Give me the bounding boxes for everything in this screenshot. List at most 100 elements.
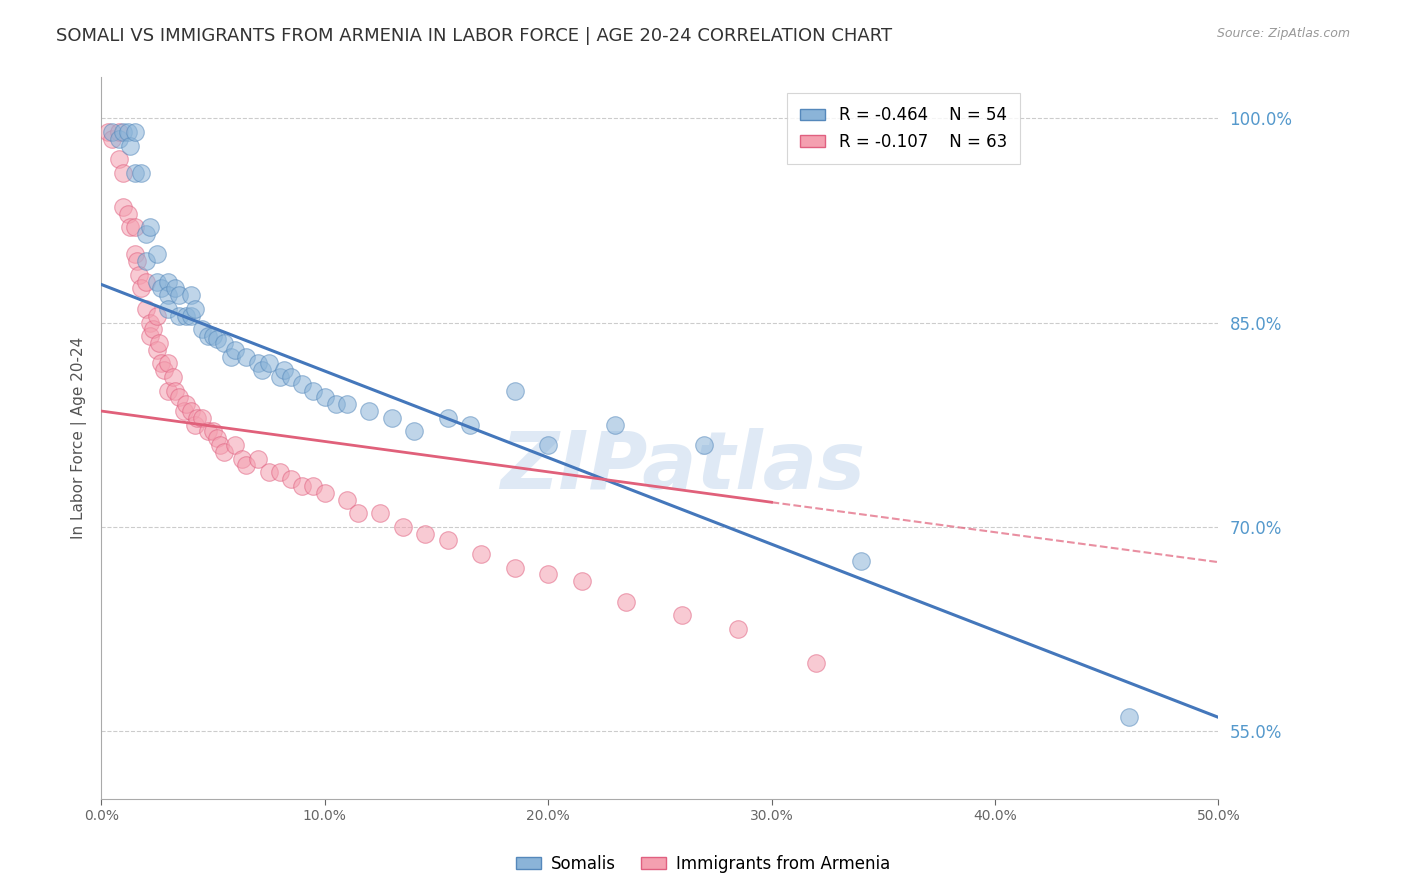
Point	[219, 350, 242, 364]
Point	[413, 526, 436, 541]
Point	[148, 335, 170, 350]
Point	[503, 384, 526, 398]
Point	[208, 438, 231, 452]
Point	[150, 281, 173, 295]
Point	[146, 343, 169, 357]
Point	[108, 132, 131, 146]
Point	[135, 301, 157, 316]
Point	[112, 125, 135, 139]
Point	[146, 309, 169, 323]
Point	[108, 152, 131, 166]
Point	[135, 275, 157, 289]
Point	[849, 554, 872, 568]
Point	[180, 309, 202, 323]
Point	[157, 275, 180, 289]
Point	[246, 451, 269, 466]
Point	[125, 254, 148, 268]
Point	[671, 608, 693, 623]
Text: ZIPatlas: ZIPatlas	[499, 428, 865, 506]
Point	[146, 275, 169, 289]
Point	[280, 370, 302, 384]
Point	[280, 472, 302, 486]
Point	[169, 288, 191, 302]
Point	[139, 316, 162, 330]
Point	[470, 547, 492, 561]
Point	[120, 220, 142, 235]
Point	[370, 506, 392, 520]
Point	[537, 567, 560, 582]
Point	[201, 425, 224, 439]
Point	[112, 166, 135, 180]
Point	[169, 309, 191, 323]
Text: Source: ZipAtlas.com: Source: ZipAtlas.com	[1216, 27, 1350, 40]
Point	[336, 397, 359, 411]
Point	[325, 397, 347, 411]
Point	[190, 322, 212, 336]
Point	[197, 425, 219, 439]
Point	[117, 125, 139, 139]
Point	[603, 417, 626, 432]
Y-axis label: In Labor Force | Age 20-24: In Labor Force | Age 20-24	[72, 337, 87, 540]
Point	[336, 492, 359, 507]
Point	[150, 356, 173, 370]
Point	[273, 363, 295, 377]
Point	[537, 438, 560, 452]
Point	[186, 410, 208, 425]
Point	[174, 397, 197, 411]
Point	[314, 485, 336, 500]
Point	[190, 410, 212, 425]
Point	[571, 574, 593, 589]
Point	[436, 410, 458, 425]
Point	[152, 363, 174, 377]
Point	[246, 356, 269, 370]
Point	[207, 431, 229, 445]
Point	[157, 288, 180, 302]
Point	[139, 329, 162, 343]
Point	[693, 438, 716, 452]
Point	[231, 451, 253, 466]
Point	[314, 391, 336, 405]
Point	[614, 594, 637, 608]
Point	[291, 376, 314, 391]
Legend: Somalis, Immigrants from Armenia: Somalis, Immigrants from Armenia	[509, 848, 897, 880]
Point	[174, 309, 197, 323]
Point	[806, 656, 828, 670]
Point	[141, 322, 163, 336]
Point	[212, 335, 235, 350]
Point	[269, 370, 291, 384]
Point	[235, 458, 257, 473]
Point	[224, 438, 246, 452]
Point	[135, 254, 157, 268]
Point	[727, 622, 749, 636]
Point	[359, 404, 381, 418]
Point	[269, 465, 291, 479]
Point	[135, 227, 157, 241]
Point	[157, 384, 180, 398]
Point	[180, 404, 202, 418]
Point	[157, 301, 180, 316]
Point	[391, 520, 413, 534]
Point	[162, 370, 184, 384]
Point	[381, 410, 404, 425]
Point	[108, 125, 131, 139]
Point	[503, 560, 526, 574]
Point	[163, 384, 186, 398]
Point	[436, 533, 458, 548]
Point	[124, 166, 146, 180]
Point	[257, 465, 280, 479]
Point	[131, 166, 153, 180]
Point	[347, 506, 370, 520]
Point	[257, 356, 280, 370]
Point	[124, 247, 146, 261]
Point	[291, 479, 314, 493]
Text: SOMALI VS IMMIGRANTS FROM ARMENIA IN LABOR FORCE | AGE 20-24 CORRELATION CHART: SOMALI VS IMMIGRANTS FROM ARMENIA IN LAB…	[56, 27, 893, 45]
Point	[128, 268, 150, 282]
Point	[97, 125, 120, 139]
Point	[163, 281, 186, 295]
Point	[235, 350, 257, 364]
Point	[184, 417, 207, 432]
Point	[120, 138, 142, 153]
Point	[112, 200, 135, 214]
Point	[302, 479, 325, 493]
Point	[302, 384, 325, 398]
